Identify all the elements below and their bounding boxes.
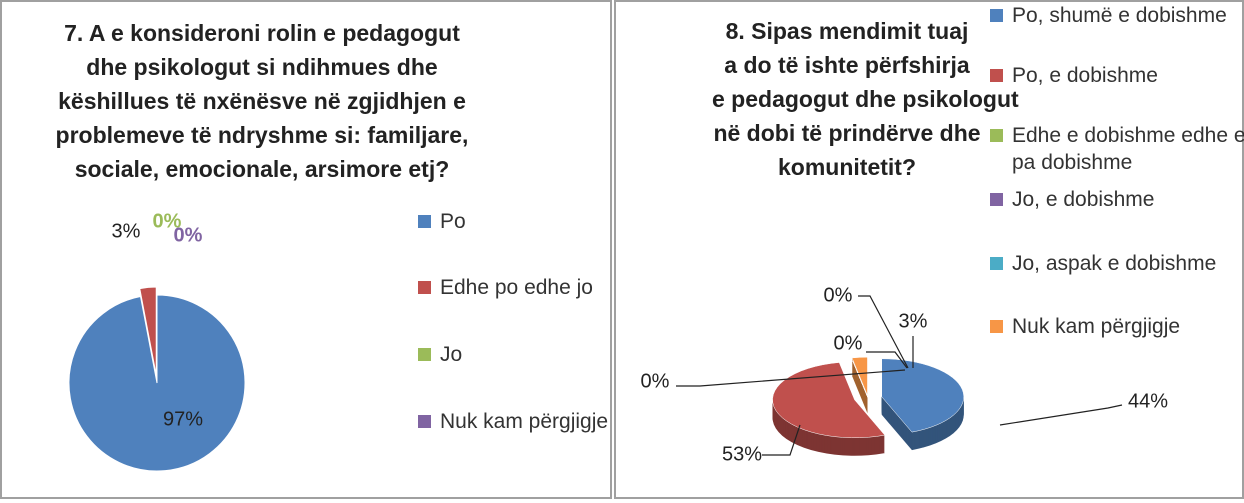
legend-item: Edhe e dobishme edhe e pa dobishme	[990, 122, 1244, 176]
chart-title: 7. A e konsideroni rolin e pedagogut dhe …	[22, 16, 502, 186]
data-label: 0%	[824, 284, 853, 306]
title-line: 8. Sipas mendimit tuaj	[725, 18, 969, 44]
legend-swatch	[990, 129, 1003, 142]
leader-line	[999, 404, 1123, 426]
legend-item: Po	[418, 208, 620, 235]
slice	[881, 358, 964, 433]
legend-item: Jo, aspak e dobishme	[990, 250, 1244, 277]
chart-panel	[614, 0, 1244, 499]
legend-item: Po, shumë e dobishme	[990, 2, 1244, 29]
legend-item: Jo	[418, 341, 620, 368]
data-label: 0%	[174, 224, 203, 246]
legend-swatch	[990, 193, 1003, 206]
data-label: 53%	[722, 443, 762, 465]
data-label: 97%	[163, 408, 203, 430]
chart-panel	[0, 0, 612, 499]
slice	[851, 356, 868, 396]
legend-swatch	[990, 320, 1003, 333]
legend-swatch	[990, 9, 1003, 22]
leader-line	[866, 351, 908, 369]
leader-line	[762, 424, 801, 456]
title-line: sociale, emocionale, arsimore etj?	[74, 156, 450, 182]
data-label: 0%	[834, 332, 863, 354]
chart-title: 8. Sipas mendimit tuaj a do të ishte përf…	[712, 14, 1019, 184]
legend-item: Nuk kam përgjigje	[418, 408, 620, 435]
legend-swatch	[418, 348, 431, 361]
legend-swatch	[990, 69, 1003, 82]
title-line: në dobi të prindërve dhe	[713, 120, 981, 146]
data-label: 0%	[641, 370, 670, 392]
title-line: a do të ishte përfshirja	[724, 52, 970, 78]
data-label: 44%	[1128, 390, 1168, 412]
title-line: 7. A e konsideroni rolin e pedagogut	[64, 20, 460, 46]
data-label: 0%	[153, 210, 182, 232]
legend-item: Jo, e dobishme	[990, 186, 1244, 213]
title-line: e pedagogut dhe psikologut	[712, 86, 1019, 112]
legend-swatch	[418, 215, 431, 228]
data-label: 3%	[899, 310, 928, 332]
title-line: dhe psikologut si ndihmues dhe	[86, 54, 438, 80]
legend-item: Edhe po edhe jo	[418, 274, 620, 301]
slice	[852, 360, 869, 399]
legend-swatch	[418, 415, 431, 428]
title-line: këshillues të nxënësve në zgjidhjen e	[58, 88, 466, 114]
legend-item: Nuk kam përgjigje	[990, 313, 1244, 340]
slice	[139, 286, 157, 376]
legend-swatch	[990, 257, 1003, 270]
leader-line	[858, 295, 909, 369]
leader-line	[676, 369, 906, 387]
title-line: problemeve të ndryshme si: familjare,	[55, 122, 469, 148]
data-label: 3%	[112, 220, 141, 242]
legend-item: Po, e dobishme	[990, 62, 1244, 89]
title-line: komunitetit?	[778, 154, 916, 180]
legend-swatch	[418, 281, 431, 294]
slice	[772, 362, 886, 439]
